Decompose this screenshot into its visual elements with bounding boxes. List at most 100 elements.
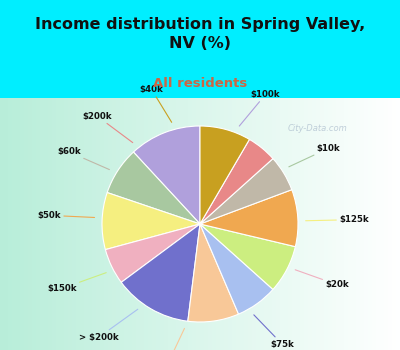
Bar <box>344 98 348 350</box>
Bar <box>148 98 152 350</box>
Bar <box>276 98 280 350</box>
Text: > $200k: > $200k <box>79 309 138 342</box>
Bar <box>116 98 120 350</box>
Bar <box>68 98 72 350</box>
Bar <box>236 98 240 350</box>
Bar <box>80 98 84 350</box>
Text: Income distribution in Spring Valley,
NV (%): Income distribution in Spring Valley, NV… <box>35 18 365 51</box>
Bar <box>368 98 372 350</box>
Bar <box>284 98 288 350</box>
Bar <box>124 98 128 350</box>
Bar <box>336 98 340 350</box>
Bar <box>212 98 216 350</box>
Wedge shape <box>188 224 238 322</box>
Bar <box>216 98 220 350</box>
Bar <box>72 98 76 350</box>
Text: $40k: $40k <box>140 85 172 122</box>
Wedge shape <box>134 126 200 224</box>
Bar <box>348 98 352 350</box>
Wedge shape <box>102 193 200 250</box>
Bar <box>360 98 364 350</box>
Bar <box>312 98 316 350</box>
Bar <box>388 98 392 350</box>
Bar <box>160 98 164 350</box>
Text: All residents: All residents <box>153 77 247 90</box>
Bar <box>244 98 248 350</box>
Bar <box>288 98 292 350</box>
Text: City-Data.com: City-Data.com <box>288 124 348 133</box>
Bar <box>272 98 276 350</box>
Bar <box>128 98 132 350</box>
Bar <box>108 98 112 350</box>
Bar <box>112 98 116 350</box>
Bar <box>364 98 368 350</box>
Bar <box>300 98 304 350</box>
Bar <box>392 98 396 350</box>
Bar <box>40 98 44 350</box>
Bar <box>20 98 24 350</box>
Text: $150k: $150k <box>47 273 106 293</box>
Bar <box>152 98 156 350</box>
Text: $20k: $20k <box>295 270 349 289</box>
Bar <box>24 98 28 350</box>
Bar <box>140 98 144 350</box>
Bar <box>76 98 80 350</box>
Bar <box>180 98 184 350</box>
Bar <box>280 98 284 350</box>
Bar <box>252 98 256 350</box>
Bar <box>28 98 32 350</box>
Wedge shape <box>200 190 298 247</box>
Bar <box>36 98 40 350</box>
Bar <box>136 98 140 350</box>
Bar <box>352 98 356 350</box>
Bar <box>0 98 4 350</box>
Bar <box>328 98 332 350</box>
Bar <box>60 98 64 350</box>
Bar <box>56 98 60 350</box>
Bar <box>64 98 68 350</box>
Bar <box>296 98 300 350</box>
Bar <box>92 98 96 350</box>
Text: $100k: $100k <box>239 90 280 126</box>
Bar <box>184 98 188 350</box>
Bar <box>176 98 180 350</box>
Bar <box>144 98 148 350</box>
Text: $200k: $200k <box>82 112 133 142</box>
Wedge shape <box>106 224 200 282</box>
Bar <box>224 98 228 350</box>
Bar <box>248 98 252 350</box>
Bar <box>168 98 172 350</box>
Wedge shape <box>107 152 200 224</box>
Text: $75k: $75k <box>254 315 294 349</box>
Bar <box>208 98 212 350</box>
Bar <box>88 98 92 350</box>
Bar <box>12 98 16 350</box>
Bar <box>264 98 268 350</box>
Bar <box>100 98 104 350</box>
Bar <box>188 98 192 350</box>
Text: $60k: $60k <box>57 147 110 170</box>
Bar <box>196 98 200 350</box>
Bar <box>204 98 208 350</box>
Bar <box>156 98 160 350</box>
Bar <box>8 98 12 350</box>
Bar <box>84 98 88 350</box>
Bar <box>96 98 100 350</box>
Bar <box>44 98 48 350</box>
Bar <box>52 98 56 350</box>
Bar <box>340 98 344 350</box>
Bar <box>256 98 260 350</box>
Bar <box>192 98 196 350</box>
Bar <box>384 98 388 350</box>
Wedge shape <box>200 224 295 289</box>
Bar <box>164 98 168 350</box>
Bar <box>220 98 224 350</box>
Bar <box>200 98 204 350</box>
Wedge shape <box>200 159 292 224</box>
Bar <box>380 98 384 350</box>
Bar <box>356 98 360 350</box>
Wedge shape <box>200 139 273 224</box>
Text: $30k: $30k <box>157 328 184 350</box>
Bar <box>372 98 376 350</box>
Text: $125k: $125k <box>306 215 369 224</box>
